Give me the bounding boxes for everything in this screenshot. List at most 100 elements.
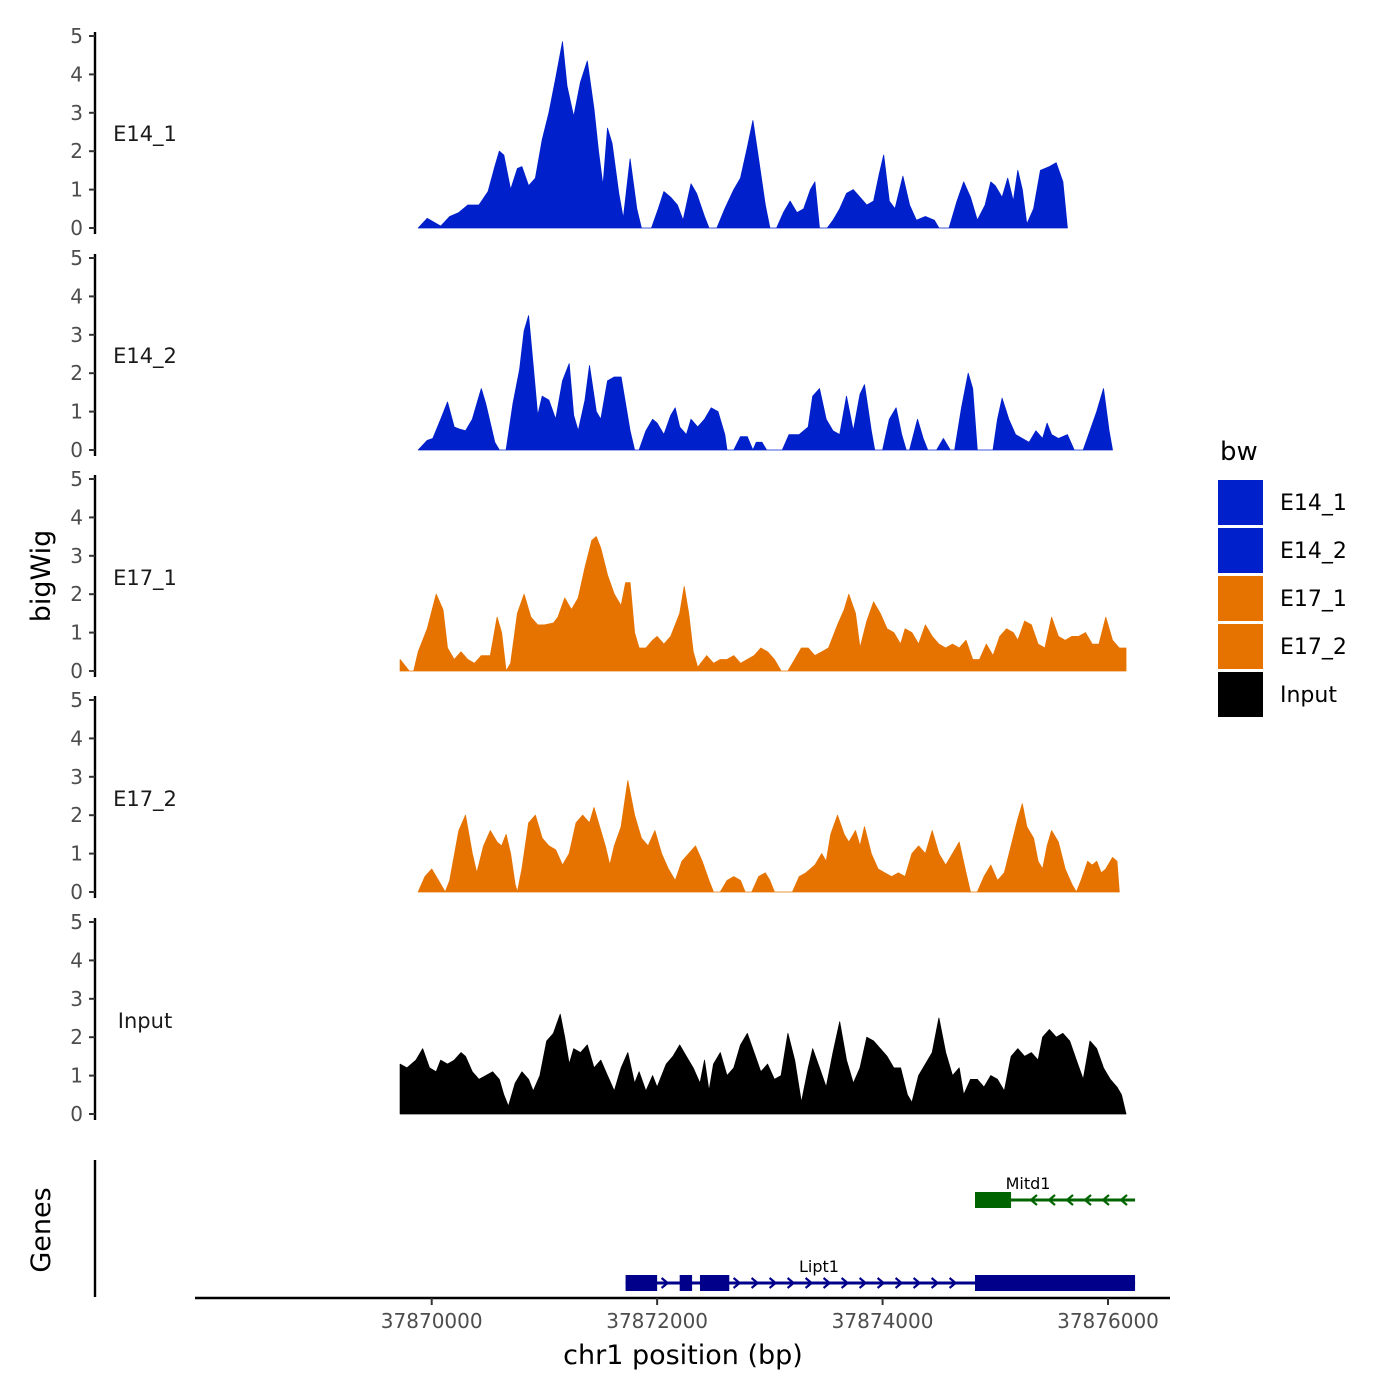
strand-arrow (1047, 1194, 1056, 1206)
legend-swatch (1218, 576, 1263, 621)
legend-label: E14_2 (1280, 539, 1347, 564)
strand-arrow (858, 1277, 868, 1289)
legend-title: bw (1220, 437, 1258, 467)
track-Input: 0 1 2 3 4 5 Input (70, 910, 1127, 1126)
legend-swatch (1218, 672, 1263, 717)
x-tick-label: 37870000 (381, 1309, 483, 1333)
strand-arrow (1065, 1194, 1074, 1206)
y-tick-label: 4 (70, 948, 83, 972)
legend-label: E17_1 (1280, 587, 1347, 612)
y-tick-label: 5 (70, 688, 83, 712)
gene-Mitd1: Mitd1 (975, 1174, 1136, 1208)
strand-arrow (912, 1277, 922, 1289)
x-axis: 37870000 37872000 37874000 37876000 (195, 1296, 1170, 1333)
legend-label: Input (1280, 683, 1337, 708)
y-tick-label: 2 (70, 361, 83, 385)
area-E14_2 (417, 315, 1113, 451)
y-tick-label: 2 (70, 1025, 83, 1049)
y-axis-title: bigWig (26, 530, 57, 623)
exon (625, 1275, 658, 1291)
track-label: E17_1 (113, 566, 177, 591)
y-tick-label: 5 (70, 24, 83, 48)
y-tick-label: 0 (70, 216, 83, 240)
strand-arrow (1029, 1194, 1038, 1206)
legend-label: E17_2 (1280, 635, 1347, 660)
gene-label: Mitd1 (1006, 1174, 1051, 1193)
y-tick-label: 2 (70, 139, 83, 163)
genes-track: Mitd1 Lipt1 (93, 1160, 1136, 1297)
x-tick-label: 37874000 (832, 1309, 934, 1333)
strand-arrow (750, 1277, 760, 1289)
legend-swatch (1218, 528, 1263, 573)
legend-item-E14_1: E14_1 (1218, 480, 1347, 525)
strand-arrow (1101, 1194, 1110, 1206)
strand-arrow (786, 1277, 796, 1289)
y-tick-label: 1 (70, 842, 83, 866)
genes-axis-title: Genes (26, 1187, 57, 1272)
strand-arrow (894, 1277, 904, 1289)
legend-item-E17_1: E17_1 (1218, 576, 1347, 621)
y-tick-label: 3 (70, 544, 83, 568)
y-tick-label: 3 (70, 323, 83, 347)
y-tick-label: 3 (70, 987, 83, 1011)
strand-arrow (822, 1277, 832, 1289)
y-tick-label: 1 (70, 621, 83, 645)
track-E14_2: 0 1 2 3 4 5 E14_2 (70, 246, 1113, 462)
y-tick-label: 1 (70, 1064, 83, 1088)
y-tick-label: 4 (70, 726, 83, 750)
track-label: Input (118, 1009, 172, 1033)
strand-arrow (930, 1277, 940, 1289)
strand-arrow (840, 1277, 850, 1289)
y-tick-label: 3 (70, 765, 83, 789)
track-label: E17_2 (113, 787, 177, 812)
track-E17_1: 0 1 2 3 4 5 E17_1 (70, 467, 1127, 683)
y-tick-label: 0 (70, 1102, 83, 1126)
exon (699, 1275, 730, 1291)
y-tick-label: 0 (70, 659, 83, 683)
legend-item-Input: Input (1218, 672, 1337, 717)
legend-item-E17_2: E17_2 (1218, 624, 1347, 669)
y-tick-label: 4 (70, 284, 83, 308)
y-tick-label: 4 (70, 505, 83, 529)
x-tick-label: 37872000 (606, 1309, 708, 1333)
tracks-layer: 0 1 2 3 4 5 E14_1 0 1 2 3 4 5 E14_2 0 1 2 3 4 5 E17_1 0 1 2 3 4 5 E… (70, 24, 1127, 1126)
exon (679, 1275, 693, 1291)
track-label: E14_1 (113, 122, 177, 147)
strand-arrow (660, 1277, 670, 1289)
strand-arrow (804, 1277, 814, 1289)
y-tick-label: 5 (70, 246, 83, 270)
exon (975, 1275, 1136, 1291)
y-tick-label: 0 (70, 880, 83, 904)
y-tick-label: 2 (70, 803, 83, 827)
y-tick-label: 2 (70, 582, 83, 606)
gene-label: Lipt1 (799, 1257, 839, 1276)
legend-item-E14_2: E14_2 (1218, 528, 1347, 573)
legend-label: E14_1 (1280, 491, 1347, 516)
track-label: E14_2 (113, 344, 177, 369)
gene-Lipt1: Lipt1 (625, 1257, 1136, 1291)
x-tick-label: 37876000 (1057, 1309, 1159, 1333)
y-tick-label: 5 (70, 910, 83, 934)
area-E14_1 (417, 41, 1068, 229)
track-E17_2: 0 1 2 3 4 5 E17_2 (70, 688, 1120, 904)
strand-arrow (768, 1277, 778, 1289)
y-tick-label: 1 (70, 400, 83, 424)
y-tick-label: 5 (70, 467, 83, 491)
strand-arrow (948, 1277, 958, 1289)
legend: bw E14_1 E14_2 E17_1 E17_2 Input (1218, 437, 1347, 717)
strand-arrow (1083, 1194, 1092, 1206)
y-tick-label: 1 (70, 178, 83, 202)
y-tick-label: 0 (70, 438, 83, 462)
x-axis-title: chr1 position (bp) (563, 1340, 803, 1371)
strand-arrow (732, 1277, 742, 1289)
legend-swatch (1218, 480, 1263, 525)
strand-arrow (876, 1277, 886, 1289)
y-tick-label: 3 (70, 101, 83, 125)
exon (975, 1192, 1012, 1208)
area-E17_1 (399, 536, 1127, 672)
y-tick-label: 4 (70, 62, 83, 86)
area-Input (399, 1013, 1127, 1115)
area-E17_2 (417, 780, 1120, 893)
strand-arrow (1119, 1194, 1128, 1206)
